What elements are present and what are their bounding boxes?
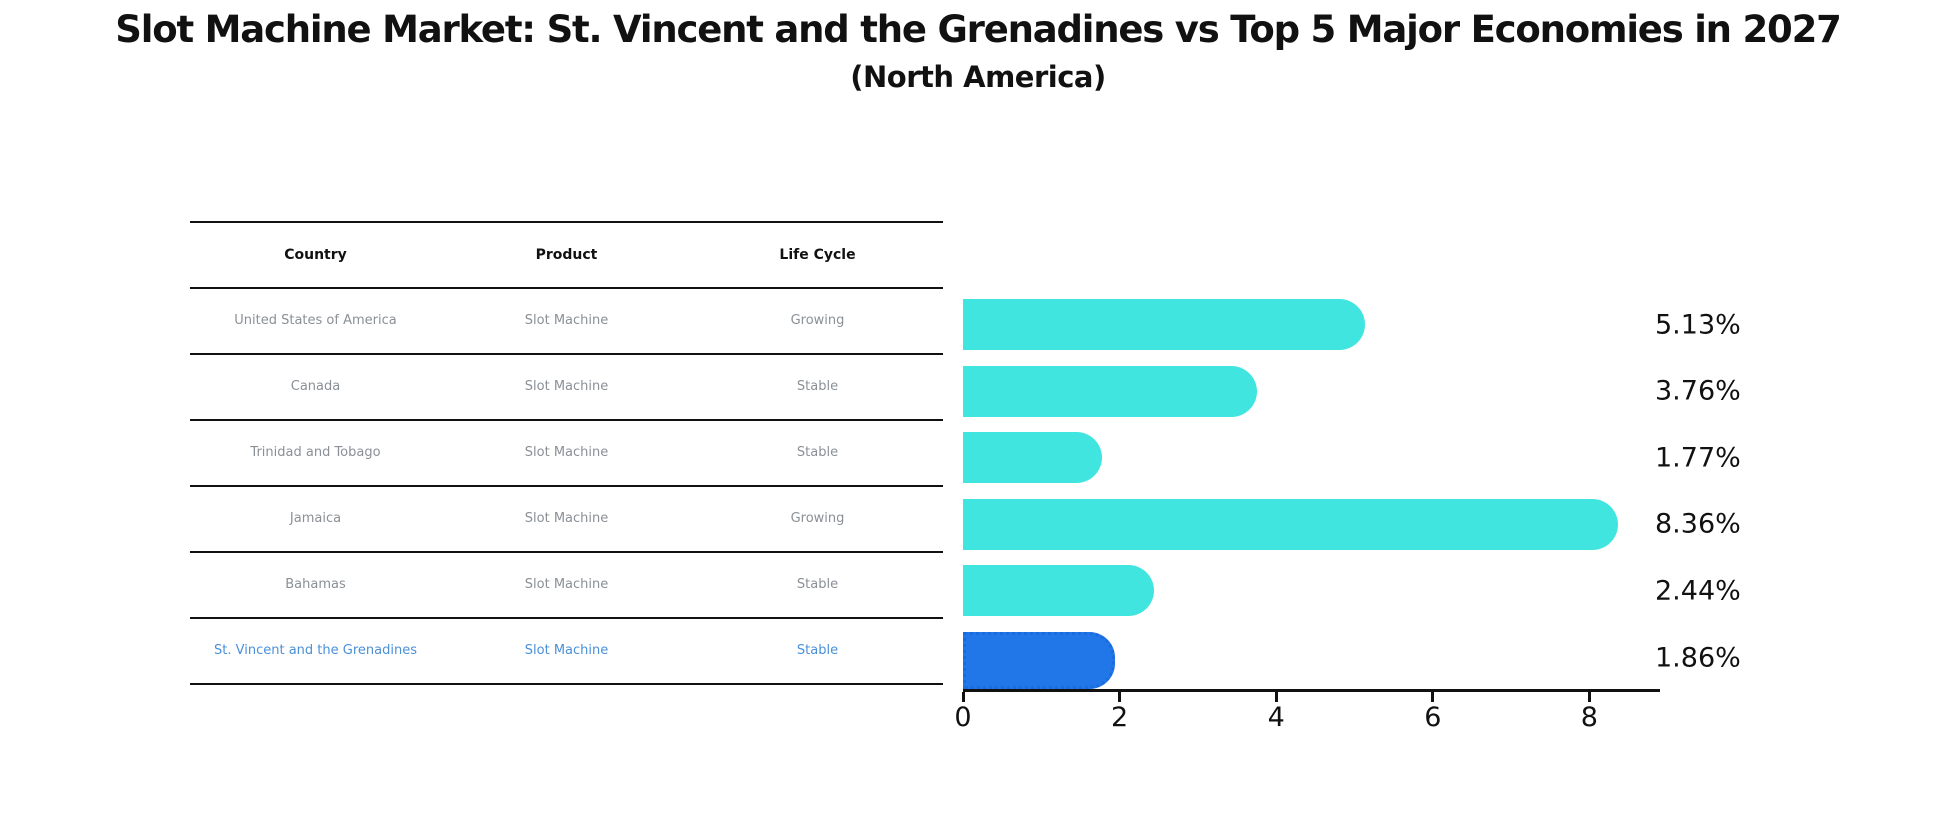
table-row: Canada Slot Machine Stable	[190, 355, 943, 421]
x-axis-line	[963, 689, 1660, 692]
table-cell-country: St. Vincent and the Grenadines	[214, 643, 417, 659]
bar-value-label: 2.44%	[1655, 575, 1741, 607]
x-tick	[1118, 692, 1122, 702]
table-header-life-cycle: Life Cycle	[779, 246, 856, 263]
table-cell-life-cycle: Stable	[796, 643, 839, 659]
table-cell-product: Slot Machine	[524, 577, 609, 593]
bar	[963, 565, 1155, 617]
bar-value-label: 3.76%	[1655, 375, 1741, 407]
table-header-product: Product	[535, 246, 598, 263]
table-row: St. Vincent and the Grenadines Slot Machi…	[190, 619, 943, 685]
x-tick-label: 2	[1111, 702, 1129, 733]
x-tick	[1587, 692, 1591, 702]
table-cell-product: Slot Machine	[524, 511, 609, 527]
table-row: Trinidad and Tobago Slot Machine Stable	[190, 421, 943, 487]
x-tick	[1274, 692, 1278, 702]
table-cell-country: Bahamas	[285, 577, 346, 593]
table-cell-life-cycle: Growing	[790, 313, 845, 329]
table-cell-country: Trinidad and Tobago	[250, 445, 381, 461]
table-cell-product: Slot Machine	[524, 643, 609, 659]
table-cell-product: Slot Machine	[524, 379, 609, 395]
table-cell-product: Slot Machine	[524, 445, 609, 461]
table-row: United States of America Slot Machine Grow…	[190, 289, 943, 355]
bar	[963, 498, 1618, 550]
table-cell-country: Canada	[290, 379, 341, 395]
bar-highlight	[963, 632, 1115, 689]
table-row: Jamaica Slot Machine Growing	[190, 487, 943, 553]
chart-subtitle: (North America)	[850, 60, 1106, 94]
table-cell-country: United States of America	[234, 313, 397, 329]
x-tick-label: 6	[1424, 702, 1442, 733]
chart-title: Slot Machine Market: St. Vincent and the…	[115, 8, 1842, 51]
table-cell-life-cycle: Stable	[796, 445, 839, 461]
table-cell-life-cycle: Growing	[790, 511, 845, 527]
table-header-country: Country	[284, 246, 347, 263]
country-info-table: Country Product Life Cycle United States of…	[190, 221, 943, 685]
bar	[963, 365, 1258, 417]
table-cell-product: Slot Machine	[524, 313, 609, 329]
x-tick-label: 0	[954, 702, 972, 733]
table-row: Bahamas Slot Machine Stable	[190, 553, 943, 619]
table-cell-life-cycle: Stable	[796, 379, 839, 395]
bar-value-label: 1.86%	[1655, 642, 1741, 673]
x-tick	[961, 692, 965, 702]
bar-value-label: 5.13%	[1655, 309, 1741, 340]
table-cell-country: Jamaica	[289, 511, 342, 527]
table-cell-life-cycle: Stable	[796, 577, 839, 593]
x-tick-label: 8	[1580, 702, 1598, 733]
bar-value-label: 8.36%	[1655, 508, 1741, 540]
bar	[963, 432, 1102, 484]
table-header-row: Country Product Life Cycle	[190, 223, 943, 289]
bar-value-label: 1.77%	[1655, 442, 1741, 474]
bar	[963, 299, 1365, 350]
x-tick-label: 4	[1267, 702, 1285, 733]
x-tick	[1431, 692, 1435, 702]
